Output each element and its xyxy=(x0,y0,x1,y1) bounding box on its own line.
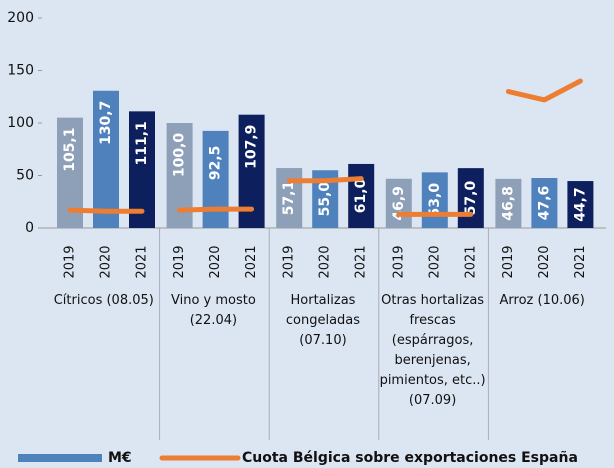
x-tick-label: 2021 xyxy=(573,245,588,278)
bar xyxy=(531,178,558,228)
value-label: 55,0 xyxy=(317,182,333,217)
x-tick-label: 2019 xyxy=(282,245,297,278)
x-tick-label: 2020 xyxy=(318,245,333,278)
group-label: Otras hortalizas frescas (espárragos, be… xyxy=(379,293,486,408)
group-label: Cítricos (08.05) xyxy=(53,293,154,308)
value-label: 57,1 xyxy=(281,181,297,216)
x-tick-label: 2019 xyxy=(391,245,406,278)
y-tick-label: 200 xyxy=(7,10,34,26)
x-tick-label: 2020 xyxy=(427,245,442,278)
x-tick-label: 2020 xyxy=(208,245,223,278)
share-line xyxy=(286,176,364,184)
x-tick-label: 2019 xyxy=(501,245,516,278)
y-tick-label: 150 xyxy=(7,63,34,79)
share-line xyxy=(505,78,583,103)
bar xyxy=(129,111,155,228)
value-label: 130,7 xyxy=(98,101,114,145)
value-label: 46,8 xyxy=(500,186,516,221)
value-label: 92,5 xyxy=(208,146,224,181)
bar xyxy=(457,168,484,228)
bar xyxy=(276,168,303,228)
group-label: Hortalizas congeladas (07.10) xyxy=(285,293,361,348)
value-label: 61,0 xyxy=(353,178,369,213)
share-line xyxy=(177,206,255,213)
share-line xyxy=(67,207,145,214)
legend-label: M€ xyxy=(108,450,132,466)
bar xyxy=(421,172,448,228)
x-tick-label: 2020 xyxy=(99,245,114,278)
bar xyxy=(385,178,412,228)
x-tick-label: 2021 xyxy=(463,245,478,278)
bar xyxy=(93,90,119,228)
value-label: 107,9 xyxy=(244,125,260,169)
value-label: 105,1 xyxy=(62,127,78,171)
x-tick-label: 2019 xyxy=(63,245,78,278)
x-tick-label: 2021 xyxy=(244,245,259,278)
value-label: 53,0 xyxy=(427,183,443,218)
group-label: Arroz (10.06) xyxy=(499,293,585,308)
value-label: 100,0 xyxy=(172,133,188,178)
legend-swatch xyxy=(18,454,102,462)
x-tick-label: 2021 xyxy=(135,245,150,278)
value-label: 47,6 xyxy=(536,186,552,221)
x-tick-label: 2021 xyxy=(354,245,369,278)
x-tick-label: 2020 xyxy=(537,245,552,278)
group-label: Vino y mosto (22.04) xyxy=(170,293,256,328)
legend-label: Cuota Bélgica sobre exportaciones España xyxy=(242,450,578,466)
y-tick-label: 100 xyxy=(7,115,34,131)
y-tick-label: 50 xyxy=(16,168,34,184)
x-tick-label: 2019 xyxy=(172,245,187,278)
bar xyxy=(348,163,375,228)
value-label: 111,1 xyxy=(134,121,150,165)
value-label: 57,0 xyxy=(463,181,479,216)
y-tick-label: 0 xyxy=(25,220,34,236)
bar xyxy=(495,178,522,228)
bar xyxy=(567,181,594,228)
value-label: 44,7 xyxy=(572,187,588,222)
